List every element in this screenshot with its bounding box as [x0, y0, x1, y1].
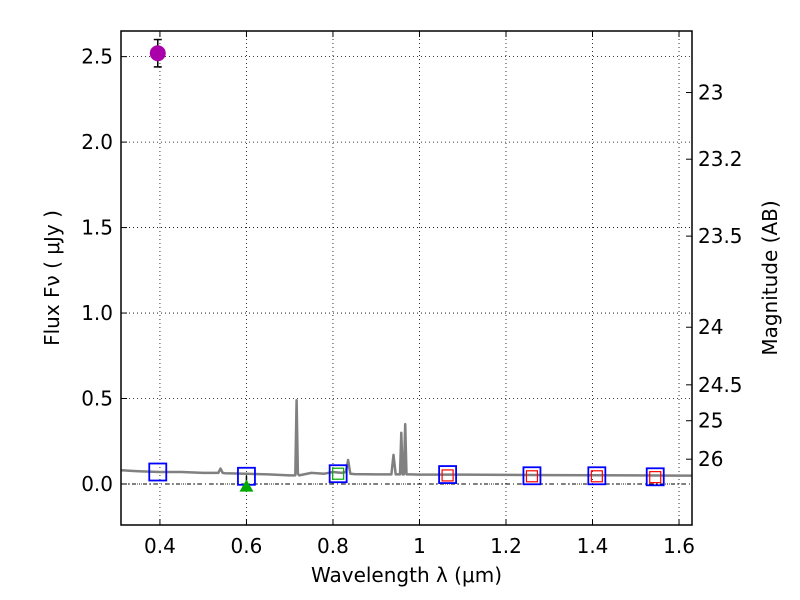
spectrum-layer	[120, 398, 692, 477]
model-square	[522, 466, 542, 486]
y-tick-label: 1.0	[81, 301, 113, 325]
mag-tick-label: 25	[698, 409, 723, 433]
x-tick-label: 0.8	[317, 534, 349, 558]
plot-frame	[120, 30, 693, 526]
model-square	[645, 467, 665, 487]
x-axis-label: Wavelength λ (μm)	[311, 563, 502, 587]
x-tick-label: 1.2	[490, 534, 522, 558]
observed-square	[525, 470, 539, 483]
y-tick-label: 0.5	[81, 387, 113, 411]
x-tick-label: 1.4	[577, 534, 609, 558]
y-tick-label: 2.0	[81, 130, 113, 154]
y-tick-label: 0.0	[81, 472, 113, 496]
y-tick-label: 1.5	[81, 216, 113, 240]
mag-tick-label: 24.5	[698, 373, 743, 397]
x-tick-label: 1	[413, 534, 426, 558]
y-axis-right-label: Magnitude (AB)	[758, 200, 782, 355]
model-square	[438, 465, 457, 484]
y-axis-label: Flux Fν ( μJy )	[40, 210, 64, 346]
mag-tick-label: 23.5	[698, 224, 743, 248]
upper-limit-marker	[239, 479, 254, 492]
model-square	[328, 464, 348, 484]
detection-point	[149, 45, 166, 62]
spectrum-line	[120, 398, 692, 477]
x-tick-label: 0.6	[231, 534, 263, 558]
observed-square	[332, 467, 345, 480]
model-square	[148, 462, 168, 482]
model-square	[587, 466, 607, 486]
x-tick-label: 0.4	[144, 534, 176, 558]
x-tick-label: 1.6	[663, 534, 695, 558]
mag-tick-label: 26	[698, 447, 723, 471]
y-tick-label: 2.5	[81, 45, 113, 69]
mag-tick-label: 23.2	[698, 147, 743, 171]
ticks: 0.4 0.6 0.8 1 1.2 1.4 1.6 0.0 0.5 1.0 1.5 2.0 2.5 23 2…	[81, 31, 743, 558]
observed-square	[590, 470, 603, 483]
mag-tick-label: 24	[698, 315, 723, 339]
observed-square	[649, 471, 662, 484]
markers-layer	[148, 38, 665, 492]
observed-square	[441, 469, 454, 482]
mag-tick-label: 23	[698, 81, 723, 105]
